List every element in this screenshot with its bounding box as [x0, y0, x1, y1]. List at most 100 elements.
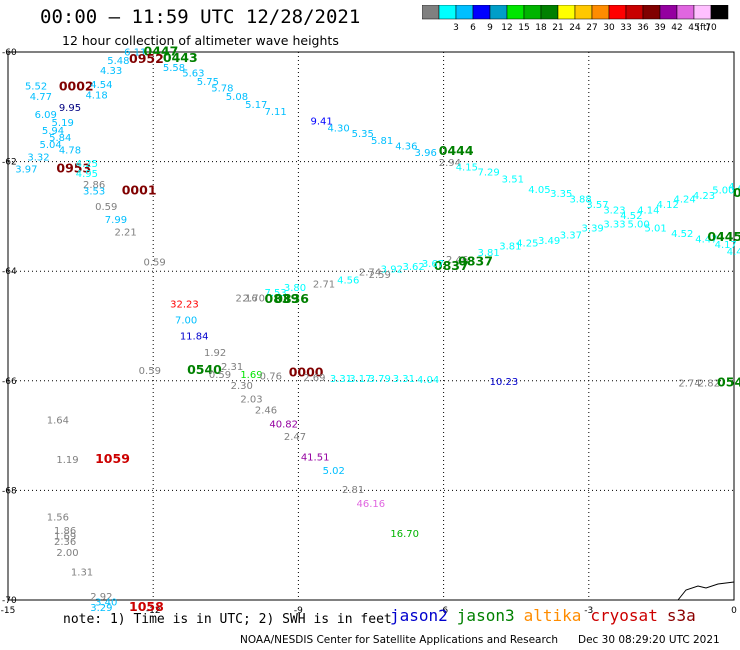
wave-height-label: 3.17 — [349, 374, 371, 385]
x-tick-label: -12 — [146, 606, 161, 616]
pass-time-label: 0445 — [707, 229, 740, 244]
wave-height-label: 46.16 — [356, 499, 385, 510]
wave-height-label: 3.79 — [369, 374, 391, 385]
wave-height-label: 3.53 — [83, 186, 105, 197]
wave-height-label: 2.81 — [342, 485, 364, 496]
wave-height-label: 9.41 — [311, 116, 333, 127]
wave-height-label: 2.00 — [56, 548, 78, 559]
wave-height-label: 4.17 — [715, 240, 737, 251]
pass-time-label: 0836 — [274, 291, 309, 306]
wave-height-label: 1.69 — [54, 532, 76, 543]
legend-label: 70 — [705, 23, 717, 33]
wave-height-label: 1.56 — [47, 513, 69, 524]
pass-time-label: 0540 — [187, 362, 222, 377]
wave-height-label: 4.24 — [674, 195, 696, 206]
wave-height-label: 3.80 — [284, 283, 306, 294]
wave-height-label: 4.12 — [657, 200, 679, 211]
legend-label: 18 — [535, 23, 547, 33]
wave-height-label: 4.33 — [100, 66, 122, 77]
wave-height-label: 1.19 — [56, 455, 78, 466]
wave-height-label: 5.00 — [712, 185, 734, 196]
pass-time-label: 0839 — [265, 291, 300, 306]
wave-height-label: 2.82 — [698, 378, 720, 389]
footer-note: note: 1) Time is in UTC; 2) SWH is in fe… — [63, 612, 392, 627]
mission-altika: altika — [523, 606, 582, 625]
wave-height-label: 5.02 — [323, 466, 345, 477]
wave-height-label: 16.70 — [390, 529, 419, 540]
wave-height-label: 5.35 — [352, 129, 374, 140]
wave-height-label: 5.94 — [42, 126, 64, 137]
wave-height-label: 4.52 — [671, 229, 693, 240]
wave-height-label: 4.52 — [620, 211, 642, 222]
mission-jason3: jason3 — [456, 606, 515, 625]
pass-time-label: 0837 — [458, 254, 493, 269]
mission-jason2: jason2 — [390, 606, 448, 625]
wave-height-label: 4.36 — [395, 142, 417, 153]
wave-height-label: 3.62 — [402, 262, 424, 273]
mission-legend: jason2 jason3 altika cryosat s3a — [390, 606, 705, 625]
pass-time-label: 0953 — [56, 161, 91, 176]
wave-height-label: 4.30 — [327, 123, 349, 134]
wave-height-label: 5.04 — [39, 140, 61, 151]
legend-label: 9 — [487, 23, 493, 33]
wave-height-label: 10.23 — [490, 377, 519, 388]
wave-height-label: 1.92 — [204, 348, 226, 359]
wave-height-label: 40.82 — [269, 419, 298, 430]
wave-height-label: 3.67 — [422, 259, 444, 270]
wave-height-label: 3.29 — [90, 603, 112, 614]
wave-height-label: 2.03 — [240, 395, 262, 406]
wave-height-label: 4.14 — [637, 206, 659, 217]
legend-label: 45 — [688, 23, 699, 33]
wave-height-label: 3.57 — [586, 200, 608, 211]
wave-height-label: 5.48 — [107, 56, 129, 67]
wave-height-label: 3.39 — [582, 224, 604, 235]
x-tick-label: -6 — [439, 606, 448, 616]
wave-height-label: 1.31 — [71, 567, 93, 578]
wave-height-label: 2.16 — [235, 293, 257, 304]
wave-height-label: 6.11 — [124, 47, 146, 58]
pass-time-label: 0443 — [163, 50, 198, 65]
pass-time-label: 1058 — [129, 599, 164, 614]
wave-height-label: 2.86 — [83, 180, 105, 191]
wave-height-label: 2.94 — [439, 158, 461, 169]
wave-height-label: 5.01 — [644, 224, 666, 235]
wave-height-label: 11.84 — [180, 332, 209, 343]
wave-height-label: 7.29 — [477, 167, 499, 178]
wave-height-label: 4.25 — [76, 159, 98, 170]
legend-label: 3 — [453, 23, 459, 33]
wave-height-label: 2.69 — [303, 373, 325, 384]
coastline — [677, 581, 735, 601]
y-tick-label: -62 — [2, 158, 17, 168]
wave-height-label: 0.76 — [260, 372, 282, 383]
wave-height-label: 3.96 — [415, 148, 437, 159]
legend-swatch — [710, 5, 729, 20]
wave-height-label: 2.74 — [359, 268, 381, 279]
wave-height-label: 3.32 — [27, 153, 49, 164]
legend-label: 6 — [470, 23, 476, 33]
x-tick-label: 0 — [731, 606, 737, 616]
wave-height-label: 4.05 — [528, 185, 550, 196]
legend-label: 15 — [518, 23, 529, 33]
wave-height-label: 2.92 — [90, 592, 112, 603]
y-tick-label: -64 — [2, 267, 17, 277]
y-tick-label: -66 — [2, 377, 17, 387]
credit-text: NOAA/NESDIS Center for Satellite Applica… — [240, 634, 558, 646]
wave-height-label: 7.53 — [265, 288, 287, 299]
wave-height-label: 3.31 — [393, 374, 415, 385]
wave-height-label: 6.09 — [35, 110, 57, 121]
wave-height-label: 0.59 — [95, 202, 117, 213]
wave-height-label: 2.74 — [678, 378, 700, 389]
pass-time-label: 1059 — [95, 451, 130, 466]
wave-height-label: 3.51 — [502, 174, 524, 185]
wave-height-label: 5.84 — [49, 133, 71, 144]
y-tick-label: -68 — [2, 486, 17, 496]
wave-height-label: 2.46 — [446, 255, 468, 266]
map-frame — [7, 51, 735, 601]
wave-height-label: 7.99 — [105, 215, 127, 226]
page-title: 00:00 – 11:59 UTC 12/28/2021 — [40, 6, 361, 28]
wave-height-label: 3.81 — [499, 241, 521, 252]
pass-time-label: 0837 — [434, 258, 469, 273]
wave-height-label: 2.31 — [221, 362, 243, 373]
wave-height-label: 2.59 — [369, 270, 391, 281]
wave-height-label: 3.92 — [381, 264, 403, 275]
